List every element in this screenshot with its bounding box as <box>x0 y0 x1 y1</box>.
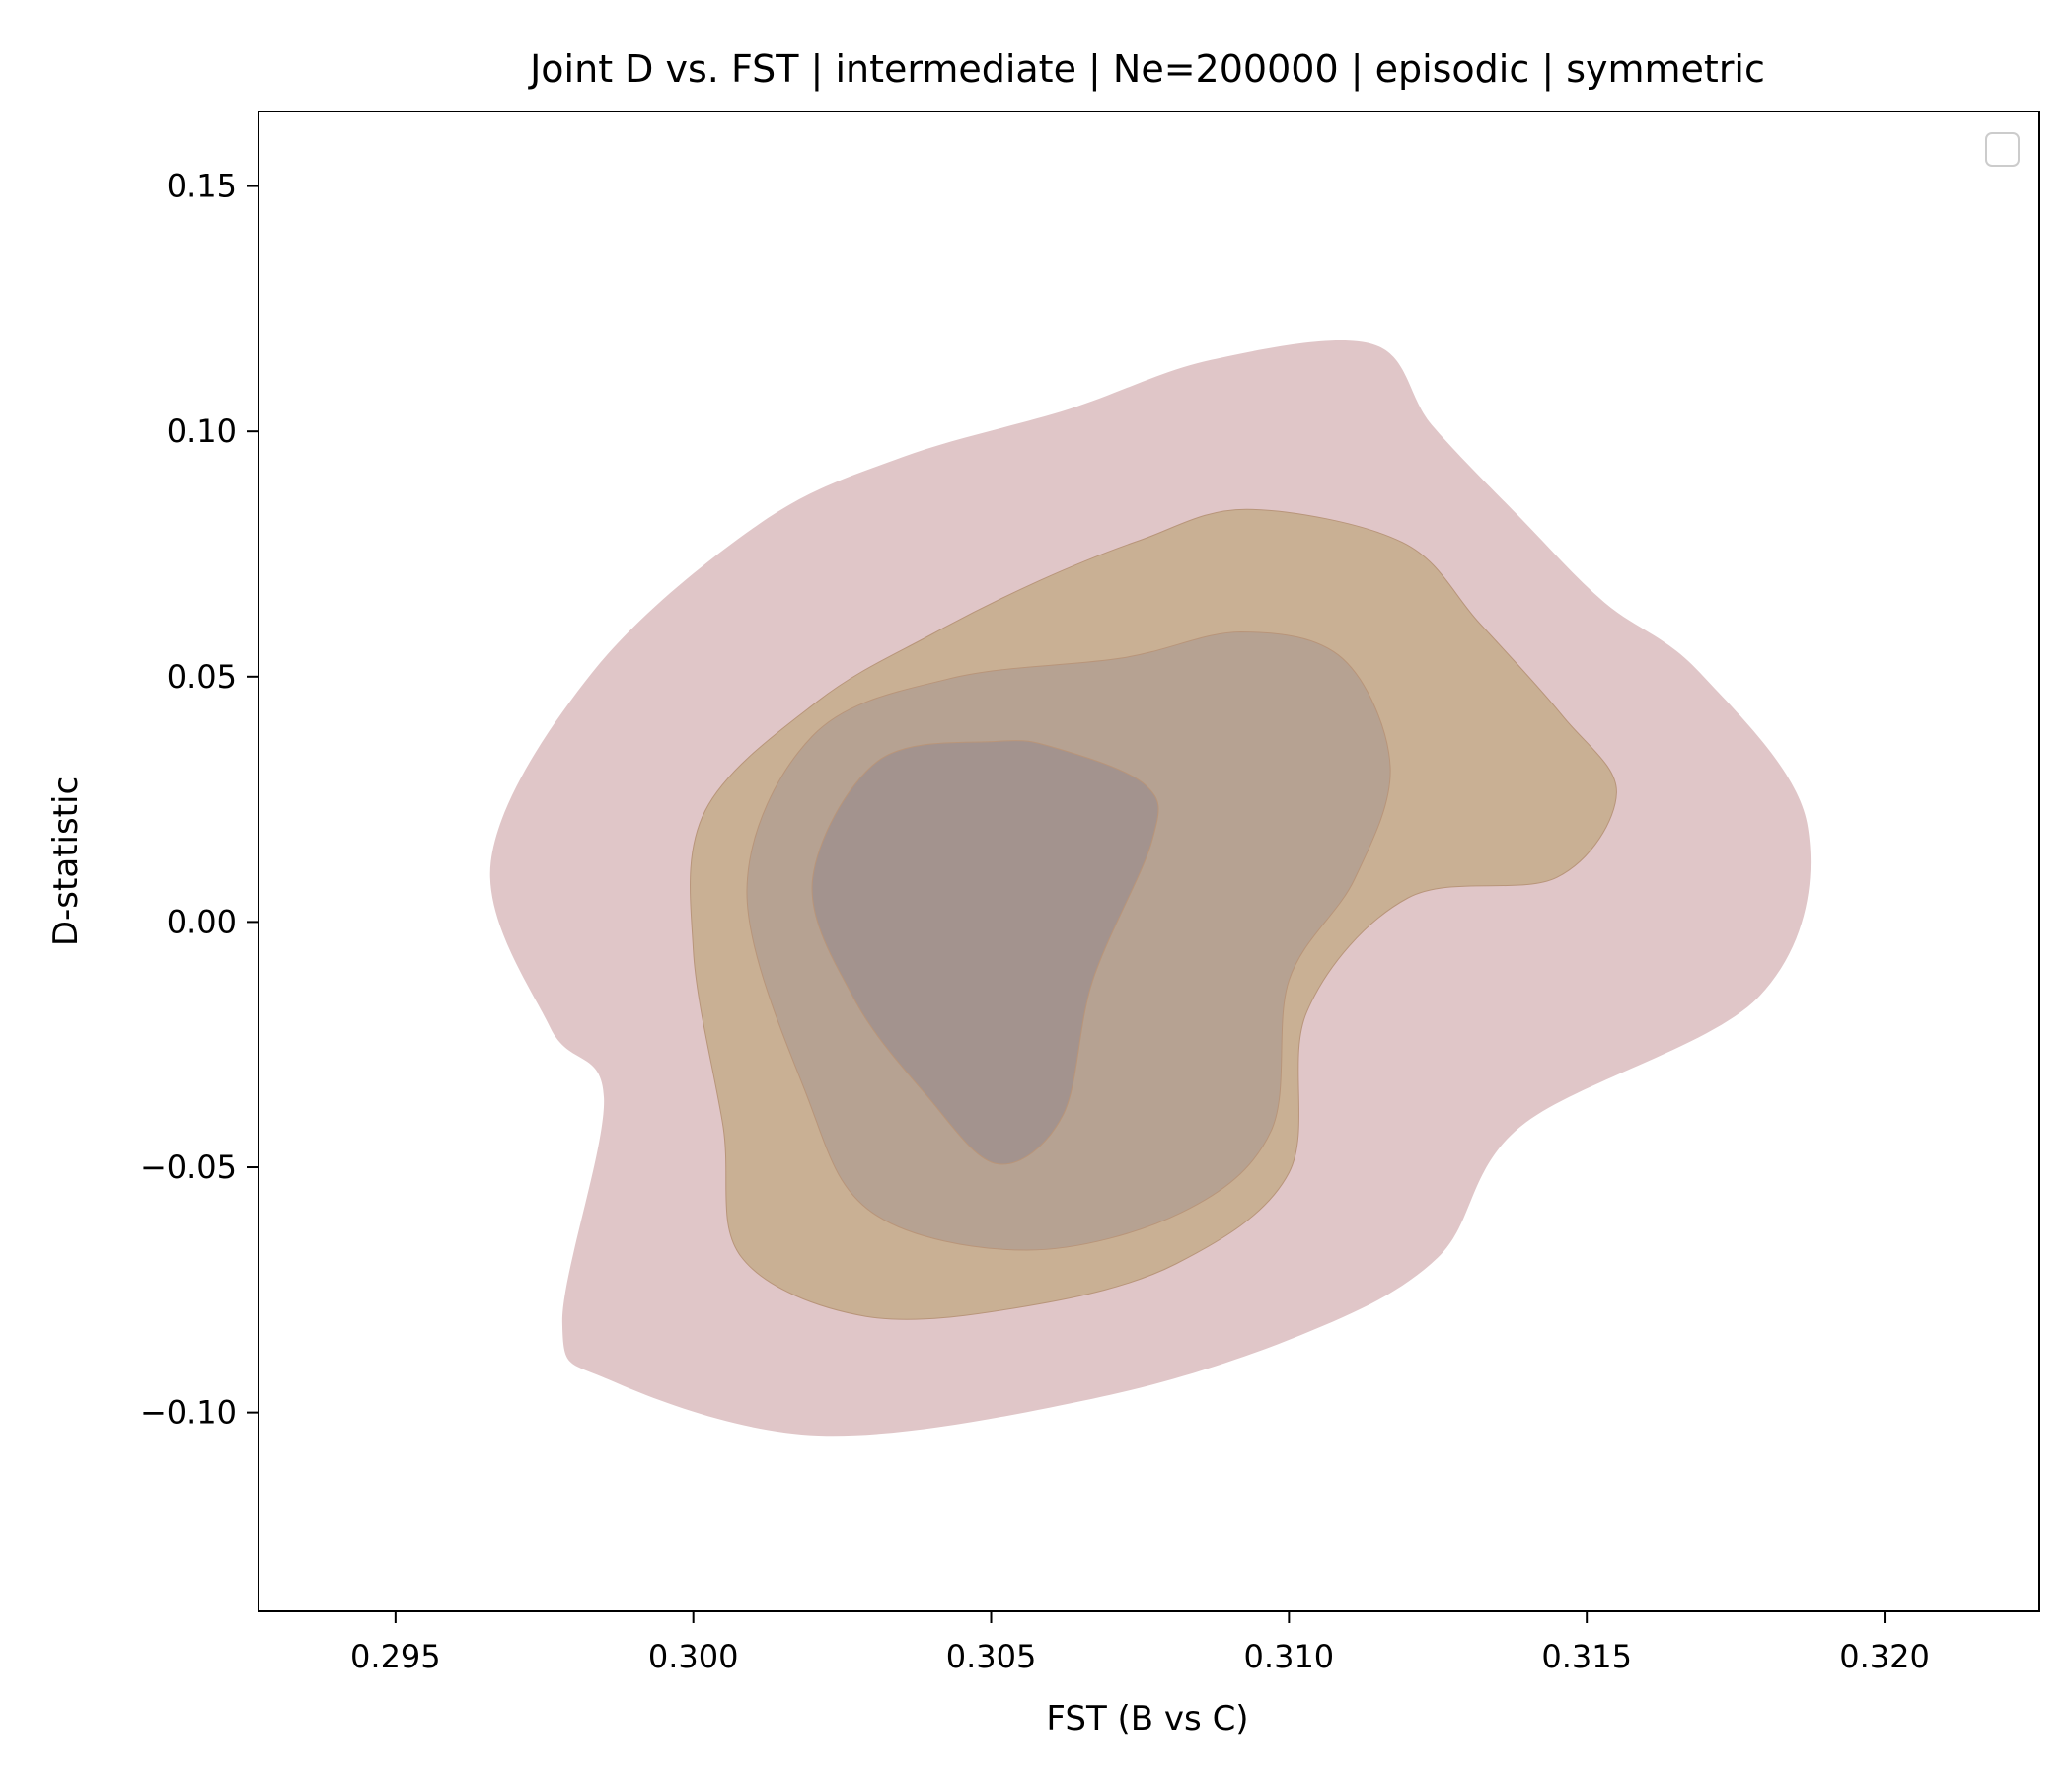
x-axis-label: FST (B vs C) <box>1046 1699 1248 1739</box>
x-tick-label: 0.300 <box>648 1638 739 1675</box>
x-tick-label: 0.305 <box>946 1638 1037 1675</box>
plot-frame <box>258 111 2040 1612</box>
x-tick-label: 0.320 <box>1839 1638 1930 1675</box>
y-tick-label: −0.10 <box>140 1394 237 1432</box>
contour-level-4 <box>811 740 1159 1165</box>
y-tick-label: −0.05 <box>140 1148 237 1186</box>
legend-box <box>1985 132 2020 167</box>
y-tick-label: 0.10 <box>167 412 237 450</box>
y-tick-label: 0.00 <box>167 903 237 940</box>
density-contours <box>489 339 1812 1437</box>
y-axis-label: D-statistic <box>46 777 86 946</box>
x-tick-label: 0.315 <box>1541 1638 1632 1675</box>
y-axis-ticks: −0.10 −0.05 0.00 0.05 0.10 0.15 <box>140 168 259 1432</box>
y-tick-label: 0.15 <box>167 168 237 205</box>
y-tick-label: 0.05 <box>167 658 237 696</box>
x-axis-ticks: 0.295 0.300 0.305 0.310 0.315 0.320 <box>350 1611 1930 1675</box>
x-tick-label: 0.310 <box>1244 1638 1335 1675</box>
x-tick-label: 0.295 <box>350 1638 441 1675</box>
chart-title: Joint D vs. FST | intermediate | Ne=2000… <box>528 47 1765 92</box>
